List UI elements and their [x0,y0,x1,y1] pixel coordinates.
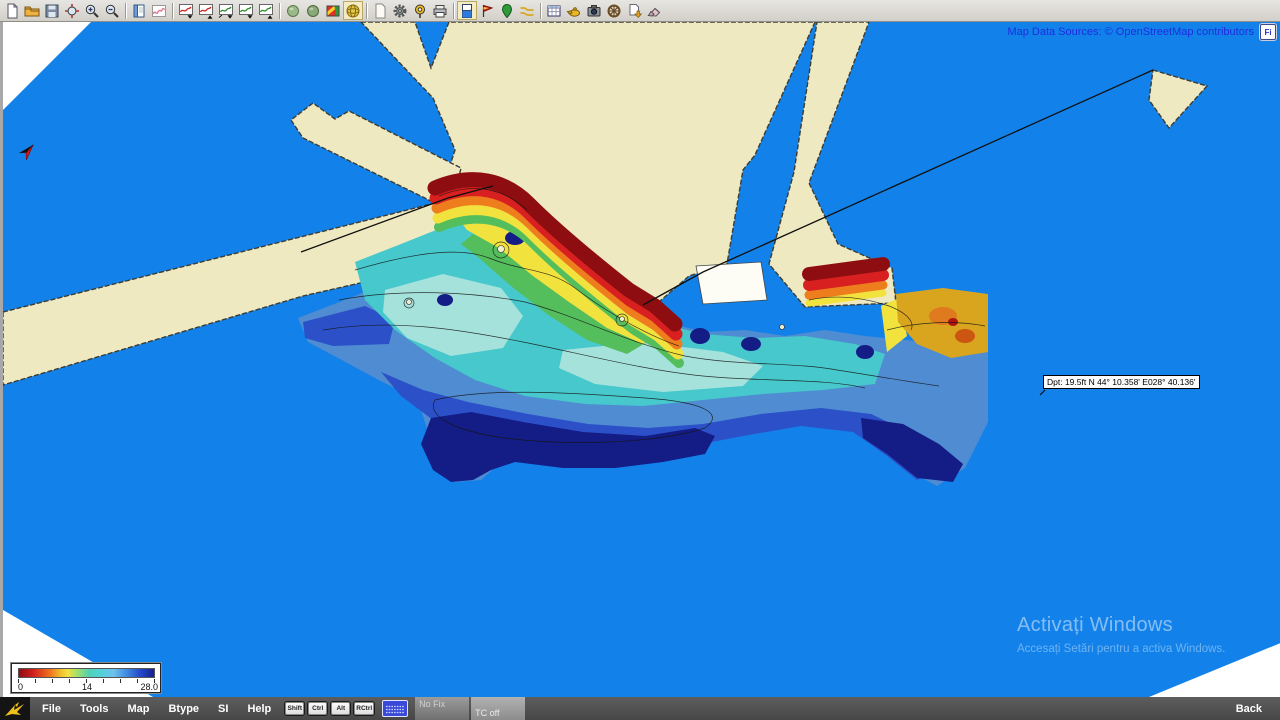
routes-icon[interactable] [517,1,537,20]
ctrl-key-button[interactable]: Ctrl [307,701,329,716]
menu-btype[interactable]: Btype [168,702,200,715]
render-sphere-icon[interactable] [283,1,303,20]
poi-marker-icon[interactable] [497,1,517,20]
zoom-in-icon[interactable] [82,1,102,20]
import-sonar-log-icon[interactable] [176,1,196,20]
map-source-icon[interactable]: Fi [1260,24,1276,40]
zoom-extents-icon[interactable] [62,1,82,20]
coastline-lines [300,69,1154,306]
render-sphere-alt-icon[interactable] [303,1,323,20]
menu-si[interactable]: SI [218,702,229,715]
alt-key-button[interactable]: Alt [330,701,352,716]
bottom-menubar: File Tools Map Btype SI Help Shift Ctrl … [0,697,1280,720]
land-polygons [3,22,1209,386]
virtual-keyboard-button[interactable] [382,700,409,717]
legend-min: 0 [18,682,24,692]
color-relief-icon[interactable] [323,1,343,20]
menu-help[interactable]: Help [247,702,272,715]
depth-band-blue-left [303,306,395,346]
modifier-key-buttons: Shift Ctrl Alt RCtrl [284,701,376,716]
sonar-graph-icon[interactable] [149,1,169,20]
legend-ticks [18,679,155,683]
keyboard-icon [384,702,406,715]
log-viewer-icon[interactable] [129,1,149,20]
menu-map[interactable]: Map [127,702,150,715]
depth-contours [322,188,986,443]
right-orange-spot-2 [955,329,975,343]
legend-labels: 0 14 28.0 [16,682,158,693]
map-attribution[interactable]: Map Data Sources: © OpenStreetMap contri… [1007,26,1254,38]
data-download-icon[interactable] [624,1,644,20]
print-icon[interactable] [430,1,450,20]
depth-gradient-bar [18,668,155,678]
bathymetry-surface [298,172,988,486]
deep-lobes [421,231,963,482]
toolbar-separator [172,2,173,19]
chart-flag-icon[interactable] [477,1,497,20]
main-toolbar [0,0,1280,22]
settings-gear-icon[interactable] [390,1,410,20]
zoom-out-icon[interactable] [102,1,122,20]
right-red-spot [948,318,958,326]
depth-band-palecyan-2 [559,342,763,392]
new-file-icon[interactable] [2,1,22,20]
menu-tools[interactable]: Tools [79,702,109,715]
depth-tooltip: Dpt: 19.5ft N 44° 10.358' E028° 40.136' [1043,375,1200,389]
land-right-wedge [1148,69,1209,130]
gps-fix-status: No Fix [415,697,470,720]
land-right-causeway [768,22,897,308]
shift-key-button[interactable]: Shift [284,701,306,716]
eraser-icon[interactable] [644,1,664,20]
toolbar-separator [540,2,541,19]
bird-logo-icon [5,701,24,716]
toolbar-separator [366,2,367,19]
back-button[interactable]: Back [1235,702,1262,715]
blank-page-icon[interactable] [370,1,390,20]
steering-wheel-icon[interactable] [604,1,624,20]
menu-file[interactable]: File [42,702,61,715]
legend-mid: 14 [81,682,93,692]
import-track-icon[interactable] [216,1,236,20]
watermark-title: Activați Windows [1017,614,1173,636]
rctrl-key-button[interactable]: RCtrl [353,701,376,716]
globe-3d-icon[interactable] [343,1,363,20]
watermark-subtitle: Accesați Setări pentru a activa Windows. [1017,643,1226,655]
depth-shading-icon[interactable] [457,1,477,20]
toolbar-separator [453,2,454,19]
depth-legend: 0 14 28.0 [11,663,161,693]
lamp-icon[interactable] [564,1,584,20]
windows-activation-watermark: Activați Windows Accesați Setări pentru … [1017,614,1225,655]
upload-track-icon[interactable] [256,1,276,20]
legend-max: 28.0 [140,682,158,692]
toolbar-separator [125,2,126,19]
shore-ridge-bands [427,172,890,368]
rock-specks [406,245,785,330]
map-viewport[interactable]: Map Data Sources: © OpenStreetMap contri… [0,22,1280,697]
save-icon[interactable] [42,1,62,20]
download-track-icon[interactable] [236,1,256,20]
open-file-icon[interactable] [22,1,42,20]
tide-correction-toggle[interactable]: TC off [471,697,526,720]
toolbar-separator [279,2,280,19]
table-grid-icon[interactable] [544,1,564,20]
app-logo [0,697,30,720]
land-long-pier [3,201,481,386]
camera-icon[interactable] [584,1,604,20]
export-sonar-log-icon[interactable] [196,1,216,20]
waypoint-pin-icon[interactable] [410,1,430,20]
unsurveyed-patch [695,261,768,305]
bathymetry-3d-scene[interactable] [3,22,1280,697]
